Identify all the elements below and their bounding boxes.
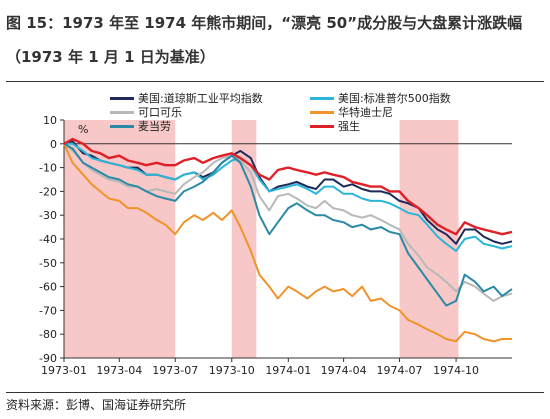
legend-label: 美国:道琼斯工业平均指数: [138, 92, 263, 105]
shaded-period-3: [399, 120, 459, 358]
shaded-period-1: [64, 120, 176, 358]
title-divider: [6, 81, 544, 82]
legend-label: 强生: [338, 120, 360, 133]
legend-swatch: [110, 96, 134, 100]
legend-item: 可口可乐: [110, 104, 182, 120]
shaded-periods: [64, 120, 459, 358]
x-tick-label: 1973-01: [41, 364, 87, 377]
y-tick-label: -40: [39, 233, 57, 246]
y-tick-label: 10: [43, 114, 57, 127]
x-tick-label: 1974-10: [433, 364, 479, 377]
footer-divider: [6, 392, 544, 393]
y-tick-label: -10: [39, 162, 57, 175]
legend-label: 麦当劳: [138, 120, 171, 133]
legend-swatch: [310, 124, 334, 128]
x-tick-label: 1973-04: [96, 364, 142, 377]
legend-label: 可口可乐: [138, 106, 182, 119]
legend-item: 强生: [310, 118, 360, 134]
source-note: 资料来源：彭博、国海证券研究所: [6, 398, 187, 412]
figure-title: 图 15：1973 年至 1974 年熊市期间，“漂亮 50”成分股与大盘累计涨…: [6, 14, 523, 66]
legend-item: 麦当劳: [110, 118, 171, 134]
x-tick-label: 1973-10: [209, 364, 255, 377]
legend-swatch: [310, 110, 334, 114]
series-line-4: [63, 143, 512, 343]
series-line-5: [63, 142, 513, 307]
x-tick-label: 1974-01: [265, 364, 311, 377]
legend-swatch: [110, 110, 134, 114]
x-tick-label: 1974-04: [321, 364, 367, 377]
x-tick-label: 1973-07: [152, 364, 198, 377]
legend-swatch: [310, 96, 334, 100]
series-lines: [63, 137, 513, 343]
unit-label: %: [78, 123, 88, 136]
y-tick-label: -90: [39, 352, 57, 365]
legend-item: 美国:标准普尔500指数: [310, 90, 451, 106]
legend-label: 华特迪士尼: [338, 106, 393, 119]
series-line-1: [63, 140, 513, 245]
y-tick-label: -70: [39, 304, 57, 317]
y-tick-label: -30: [39, 209, 57, 222]
y-tick-label: -60: [39, 281, 57, 294]
y-tick-label: 0: [50, 138, 57, 151]
y-tick-label: -80: [39, 328, 57, 341]
series-line-6: [63, 137, 513, 236]
legend-swatch: [110, 124, 134, 128]
x-tick-label: 1974-07: [377, 364, 423, 377]
legend-item: 美国:道琼斯工业平均指数: [110, 90, 263, 106]
y-tick-label: -50: [39, 257, 57, 270]
legend-label: 美国:标准普尔500指数: [338, 92, 451, 105]
axes: [60, 119, 512, 362]
legend-item: 华特迪士尼: [310, 104, 393, 120]
y-tick-label: -20: [39, 185, 57, 198]
series-line-2: [64, 142, 513, 252]
